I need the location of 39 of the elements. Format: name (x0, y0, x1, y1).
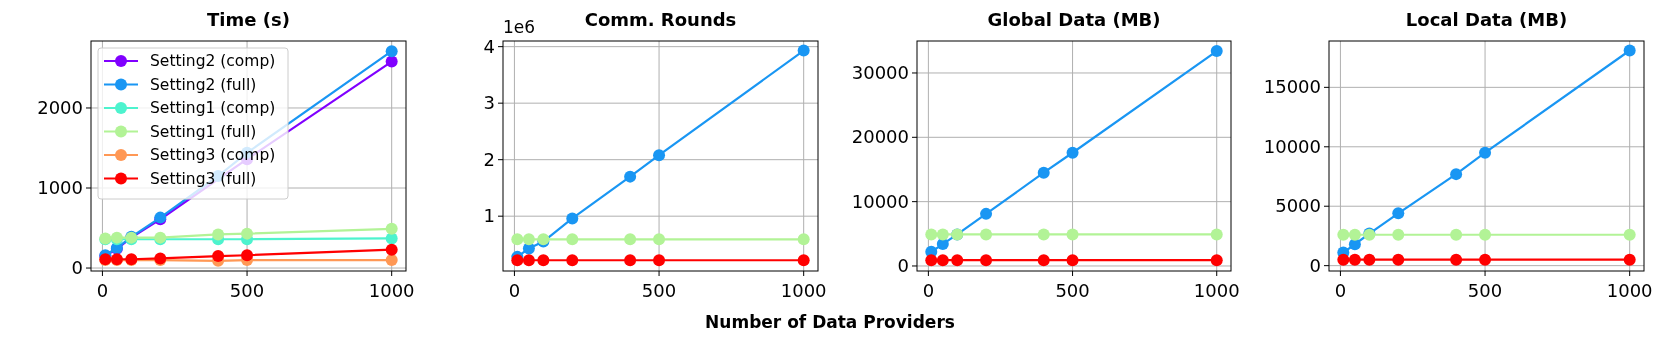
y-tick-label: 0 (897, 254, 909, 276)
legend-label: Setting3 (full) (150, 169, 257, 188)
x-axis-title: Number of Data Providers (705, 312, 955, 332)
chart-title: Global Data (MB) (987, 9, 1161, 30)
y-tick-label: 30000 (851, 61, 909, 83)
legend-label: Setting1 (comp) (150, 99, 276, 117)
x-tick-label: 500 (229, 280, 265, 301)
chart-title: Comm. Rounds (584, 9, 737, 30)
x-tick-label: 0 (96, 280, 109, 301)
y-tick-label: 10000 (851, 190, 909, 212)
x-tick-label: 1000 (1193, 280, 1240, 301)
y-tick-label: 1 (483, 205, 495, 227)
y-tick-label: 20000 (851, 126, 909, 148)
chart-title: Local Data (MB) (1405, 9, 1568, 30)
legend-label: Setting3 (comp) (150, 146, 276, 164)
y-tick-label: 2 (483, 148, 495, 170)
x-tick-label: 0 (508, 280, 521, 301)
y-tick-label: 2000 (37, 96, 83, 118)
legend-label: Setting1 (full) (150, 122, 257, 141)
x-tick-label: 500 (1467, 280, 1503, 301)
text: 1e6 (503, 17, 536, 37)
x-tick-label: 1000 (368, 280, 415, 301)
chart-title: Time (s) (207, 9, 290, 30)
y-tick-label: 1000 (37, 177, 83, 199)
legend-label: Setting2 (comp) (150, 52, 276, 70)
x-tick-label: 0 (1334, 280, 1347, 301)
y-tick-label: 10000 (1263, 135, 1321, 157)
y-tick-label: 0 (1309, 254, 1321, 276)
x-tick-label: 500 (641, 280, 677, 301)
y-tick-label: 3 (483, 92, 495, 114)
x-tick-label: 500 (1055, 280, 1090, 301)
y-tick-label: 4 (483, 35, 495, 57)
x-tick-label: 1000 (1606, 280, 1653, 301)
y-tick-label: 5000 (1275, 195, 1321, 217)
y-tick-label: 0 (71, 257, 83, 279)
y-tick-label: 15000 (1263, 76, 1321, 98)
x-tick-label: 0 (922, 280, 935, 301)
x-tick-label: 1000 (780, 280, 827, 301)
legend-label: Setting2 (full) (150, 75, 257, 94)
